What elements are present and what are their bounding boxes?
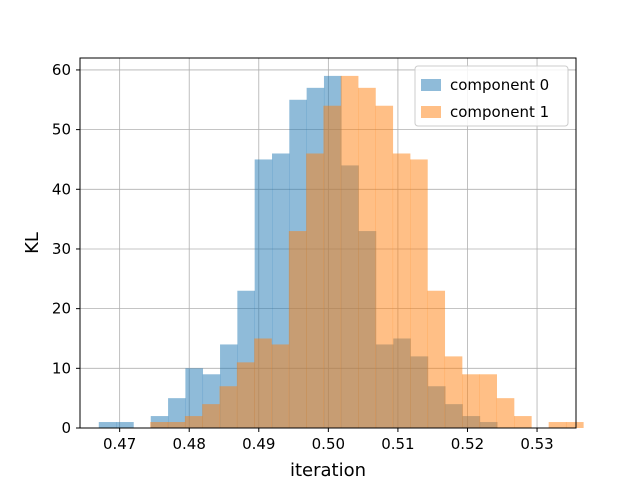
- histogram-bar: [236, 362, 255, 428]
- axes: 0.47 0.48 0.49 0.50 0.51 0.52 0.53 0 10 20 30 40 50 6…: [52, 57, 577, 453]
- legend-label: component 1: [450, 103, 549, 121]
- histogram-bar: [358, 87, 376, 428]
- histogram-bar: [306, 153, 324, 428]
- x-tick-label: 0.50: [312, 435, 345, 453]
- legend-box: [414, 65, 569, 127]
- histogram-bar: [184, 416, 203, 428]
- histogram-bar: [496, 398, 515, 428]
- histogram-bar: [185, 368, 204, 428]
- y-tick-label: 50: [52, 121, 71, 139]
- histogram-bar: [427, 290, 446, 428]
- histogram-bar: [340, 75, 359, 428]
- x-tick-label: 0.48: [173, 435, 206, 453]
- histogram-bar: [375, 105, 394, 428]
- histogram-bar: [254, 338, 272, 428]
- x-tick-label: 0.47: [103, 435, 136, 453]
- histogram-bar: [271, 344, 290, 428]
- x-axis-label: iteration: [290, 460, 366, 480]
- y-tick-label: 10: [52, 359, 71, 377]
- histogram-bar: [116, 422, 134, 428]
- legend-swatch: [421, 106, 441, 118]
- histogram-bar: [548, 422, 567, 428]
- histogram-bar: [514, 416, 532, 428]
- histogram-bar: [219, 386, 238, 428]
- bars: [98, 75, 584, 429]
- histogram-bar: [479, 374, 497, 428]
- x-tick-label: 0.53: [520, 435, 553, 453]
- x-tick-label: 0.52: [451, 435, 484, 453]
- y-tick-label: 30: [52, 240, 71, 258]
- histogram-bar: [288, 231, 307, 428]
- series-1: [150, 75, 584, 429]
- legend: component 0 component 1: [414, 65, 569, 127]
- x-tick-label: 0.49: [242, 435, 275, 453]
- histogram-bar: [202, 404, 220, 428]
- histogram-bar: [150, 422, 168, 428]
- histogram-bar: [565, 422, 584, 428]
- histogram-bar: [323, 105, 342, 428]
- legend-label: component 0: [450, 76, 549, 94]
- y-tick-label: 0: [61, 419, 71, 437]
- histogram-bar: [392, 153, 411, 428]
- legend-swatch: [421, 79, 441, 91]
- y-tick-label: 20: [52, 300, 71, 318]
- x-tick-label: 0.51: [381, 435, 414, 453]
- histogram-bar: [462, 374, 480, 428]
- histogram-bar: [168, 398, 186, 428]
- histogram-bar: [410, 159, 428, 429]
- histogram-bar: [167, 422, 186, 428]
- y-tick-label: 40: [52, 180, 71, 198]
- histogram-bar: [444, 356, 463, 428]
- y-tick-label: 60: [52, 61, 71, 79]
- y-axis-label: KL: [22, 232, 43, 254]
- histogram-bar: [98, 422, 117, 428]
